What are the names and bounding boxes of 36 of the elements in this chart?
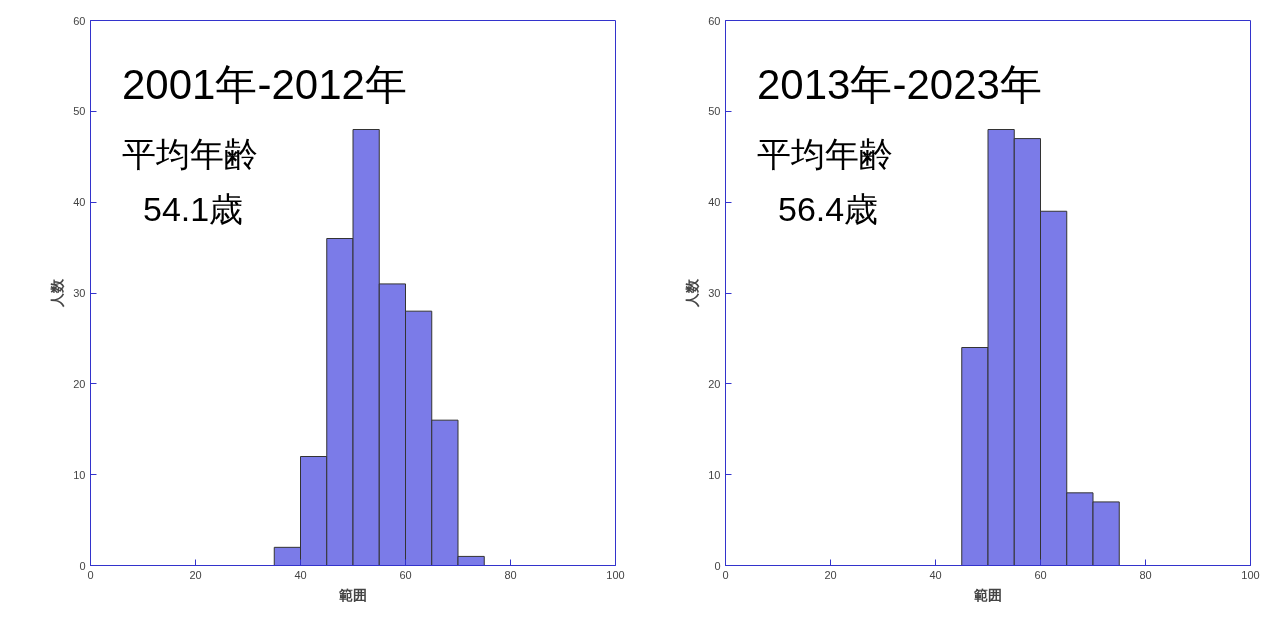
x-tick-label: 40 bbox=[294, 568, 307, 581]
annotation: 平均年齢 bbox=[757, 135, 893, 174]
y-tick-label: 40 bbox=[708, 196, 721, 209]
text: 2013年-2023年 bbox=[757, 60, 1042, 108]
x-tick-label: 0 bbox=[722, 568, 729, 581]
y-tick-label: 30 bbox=[73, 287, 86, 299]
x-axis-title: 範囲 bbox=[973, 586, 1002, 603]
y-tick-label: 60 bbox=[708, 14, 721, 27]
text: 2001年-2012年 bbox=[122, 60, 407, 108]
y-tick-label: 20 bbox=[73, 377, 86, 390]
y-tick-label: 60 bbox=[73, 14, 86, 27]
y-tick-label: 10 bbox=[73, 468, 86, 481]
y-tick-label: 40 bbox=[73, 196, 86, 209]
x-tick-label: 40 bbox=[929, 568, 942, 581]
annotation: 平均年齢 bbox=[122, 135, 258, 174]
y-tick-label: 50 bbox=[73, 105, 86, 118]
x-axis-title: 範囲 bbox=[338, 586, 367, 603]
x-tick-label: 20 bbox=[189, 568, 202, 581]
x-tick-label: 60 bbox=[399, 568, 412, 581]
x-tick-label: 100 bbox=[606, 568, 625, 581]
annotation: 54.1歳 bbox=[143, 189, 244, 228]
y-tick-label: 30 bbox=[708, 287, 721, 299]
x-tick-label: 100 bbox=[1241, 568, 1260, 581]
x-tick-label: 80 bbox=[504, 568, 517, 581]
y-tick-label: 10 bbox=[708, 468, 721, 481]
y-tick-label: 0 bbox=[714, 559, 721, 572]
y-tick-label: 20 bbox=[708, 377, 721, 390]
x-tick-label: 60 bbox=[1034, 568, 1047, 581]
y-tick-label: 0 bbox=[79, 559, 86, 572]
x-tick-label: 20 bbox=[824, 568, 837, 581]
annotation: 56.4歳 bbox=[778, 189, 879, 228]
y-axis-title: 人数 bbox=[49, 278, 66, 308]
x-tick-label: 80 bbox=[1139, 568, 1152, 581]
x-tick-label: 0 bbox=[87, 568, 94, 581]
y-axis-title: 人数 bbox=[684, 278, 701, 308]
y-tick-label: 50 bbox=[708, 105, 721, 118]
